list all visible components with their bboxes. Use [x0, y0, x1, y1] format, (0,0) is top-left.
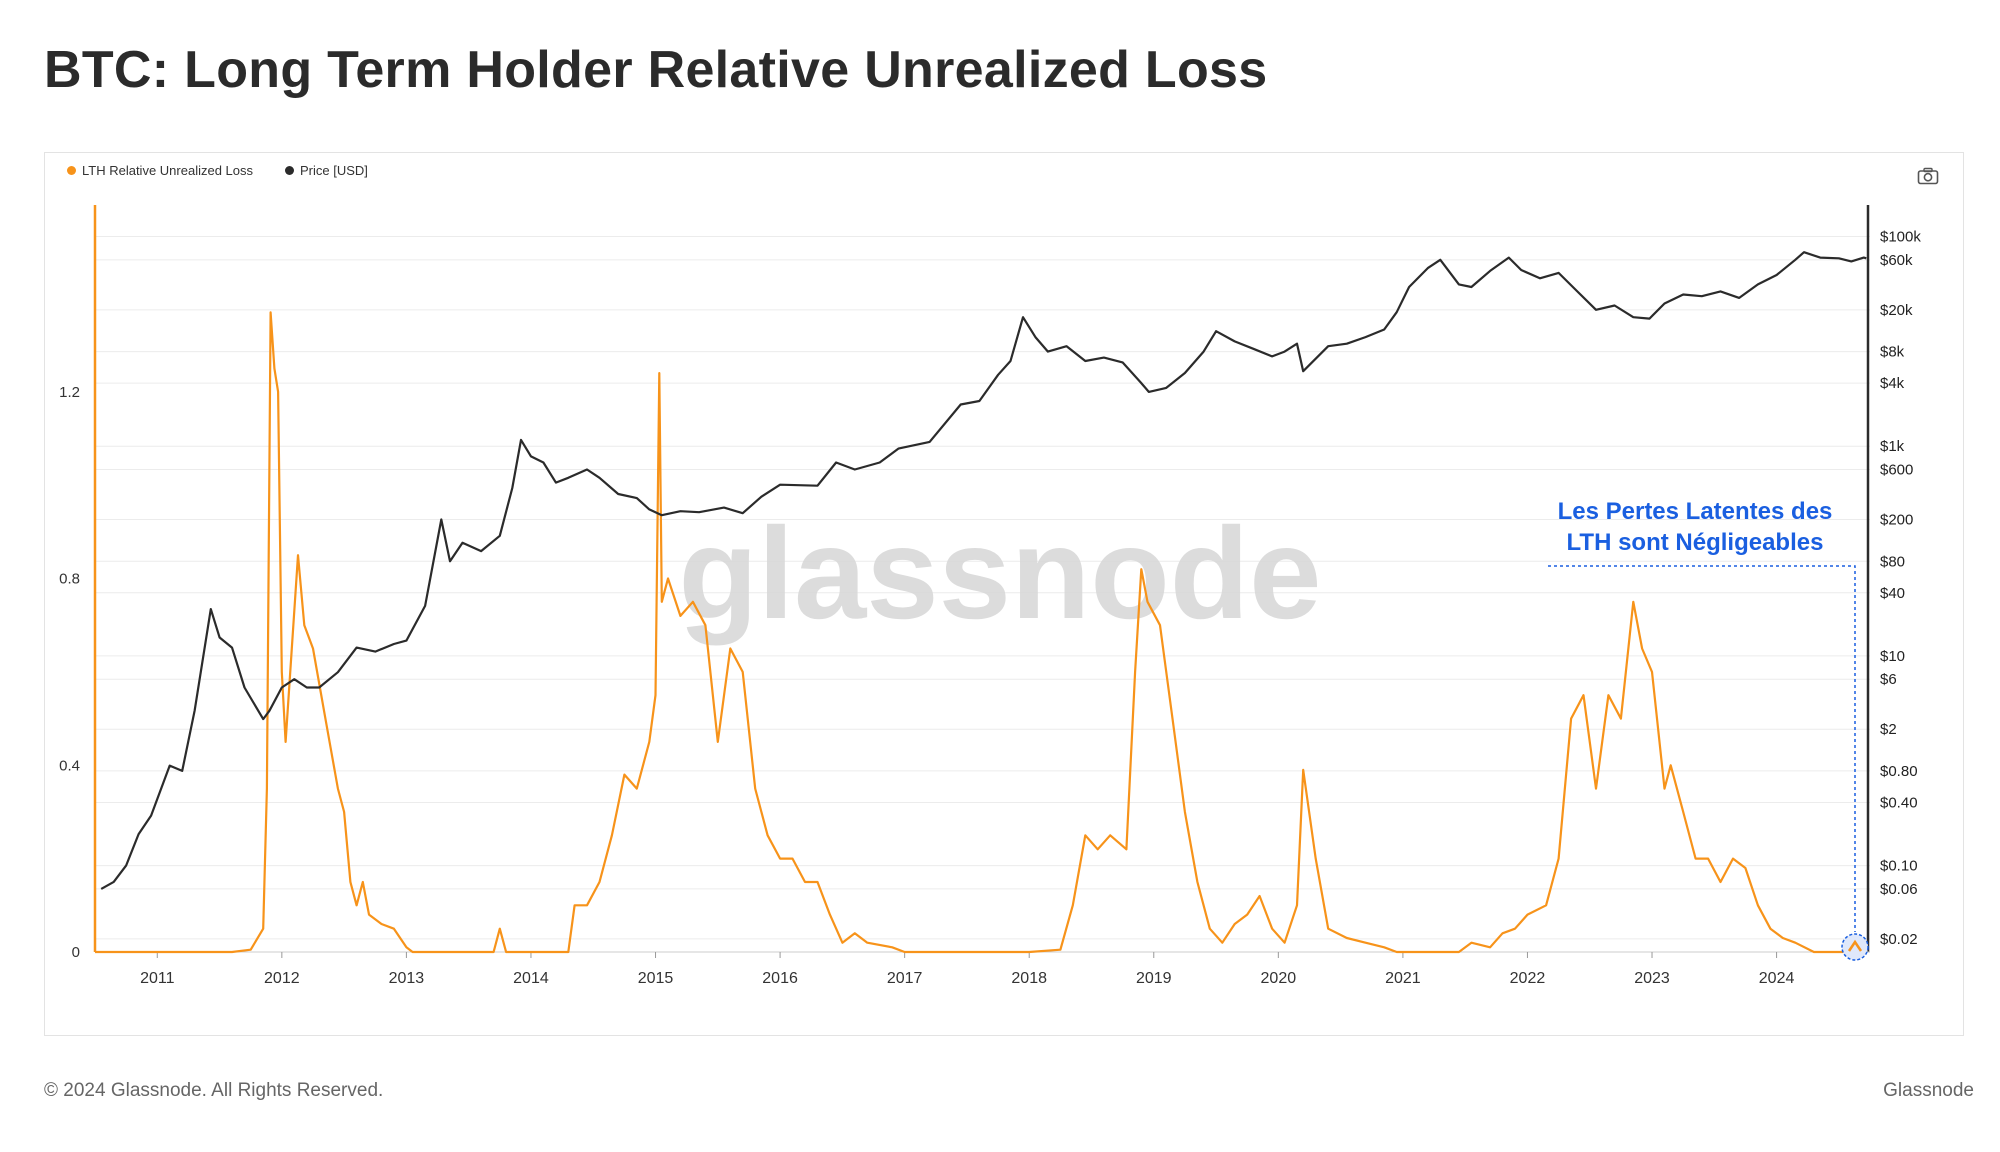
x-tick-label: 2024: [1759, 970, 1795, 987]
annotation-highlight-circle: [1841, 933, 1869, 961]
chart-legend: LTH Relative Unrealized Loss Price [USD]: [67, 163, 368, 178]
y-right-tick-label: $600: [1880, 462, 1913, 479]
x-tick-label: 2020: [1261, 970, 1297, 987]
y-right-tick-label: $1k: [1880, 438, 1905, 455]
y-left-tick-label: 0.4: [59, 757, 80, 774]
y-right-tick-label: $40: [1880, 585, 1905, 602]
y-right-tick-label: $80: [1880, 553, 1905, 570]
y-right-tick-label: $0.10: [1880, 858, 1918, 875]
series-line-price: [100, 251, 1867, 890]
y-right-tick-label: $4k: [1880, 375, 1905, 392]
y-right-tick-label: $60k: [1880, 252, 1913, 269]
y-right-tick-label: $0.02: [1880, 931, 1918, 948]
y-right-tick-label: $0.80: [1880, 763, 1918, 780]
watermark: glassnode: [679, 500, 1322, 646]
x-tick-label: 2022: [1510, 970, 1546, 987]
x-tick-label: 2015: [638, 970, 674, 987]
footer-copyright: © 2024 Glassnode. All Rights Reserved.: [44, 1080, 384, 1101]
x-tick-label: 2017: [887, 970, 923, 987]
y-right-tick-label: $0.40: [1880, 794, 1918, 811]
y-right-tick-label: $100k: [1880, 229, 1921, 246]
y-right-tick-label: $20k: [1880, 302, 1913, 319]
y-left-tick-label: 0.8: [59, 571, 80, 588]
x-tick-label: 2023: [1634, 970, 1670, 987]
annotation-line-1: Les Pertes Latentes des: [1557, 498, 1833, 525]
annotation-line-2: LTH sont Négligeables: [1566, 529, 1824, 556]
y-right-tick-label: $6: [1880, 671, 1897, 688]
y-right-tick-label: $0.06: [1880, 881, 1918, 898]
y-right-tick-label: $8k: [1880, 344, 1905, 361]
x-tick-label: 2014: [513, 970, 549, 987]
y-right-tick-label: $10: [1880, 648, 1905, 665]
annotation-leader: [1548, 565, 1856, 932]
legend-item-loss[interactable]: LTH Relative Unrealized Loss: [67, 163, 253, 178]
x-tick-label: 2013: [389, 970, 425, 987]
chart-panel: LTH Relative Unrealized Loss Price [USD]: [44, 152, 1964, 1036]
legend-label-loss: LTH Relative Unrealized Loss: [82, 163, 253, 178]
y-right-tick-label: $200: [1880, 512, 1913, 529]
legend-label-price: Price [USD]: [300, 163, 368, 178]
footer-brand[interactable]: Glassnode: [1883, 1080, 1974, 1101]
series-line-lth-loss: [95, 311, 1867, 954]
legend-item-price[interactable]: Price [USD]: [285, 163, 368, 178]
legend-dot-loss: [67, 166, 76, 175]
y-left-tick-label: 1.2: [59, 384, 80, 401]
x-tick-label: 2018: [1011, 970, 1047, 987]
page-title: BTC: Long Term Holder Relative Unrealize…: [44, 41, 1268, 99]
chart-annotation: Les Pertes Latentes des LTH sont Néglige…: [1535, 496, 1855, 558]
x-tick-label: 2011: [140, 970, 175, 987]
x-tick-label: 2012: [264, 970, 300, 987]
x-tick-label: 2021: [1385, 970, 1421, 987]
x-tick-label: 2019: [1136, 970, 1172, 987]
annotation-highlight-mark: [1847, 939, 1863, 952]
y-right-tick-label: $2: [1880, 721, 1897, 738]
legend-dot-price: [285, 166, 294, 175]
y-left-tick-label: 0: [72, 944, 80, 961]
x-tick-label: 2016: [762, 970, 798, 987]
camera-icon[interactable]: [1917, 167, 1939, 185]
